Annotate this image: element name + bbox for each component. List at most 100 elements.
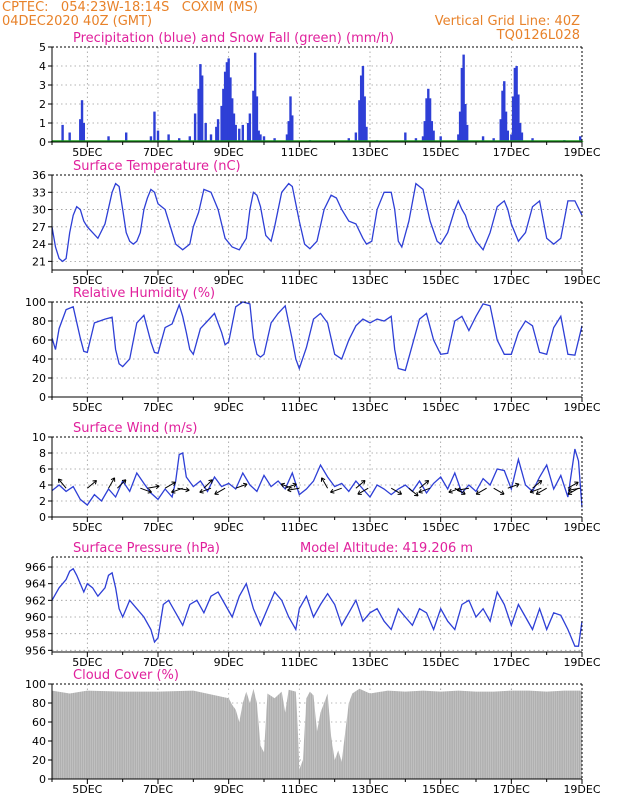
precip-bar <box>234 124 237 142</box>
wind-arrow <box>214 487 226 495</box>
y-tick-label: 10 <box>32 431 46 444</box>
precip-bar <box>359 75 363 142</box>
wind-arrow-head <box>147 488 153 494</box>
wind-arrow-head <box>320 477 326 482</box>
precip-bar <box>125 132 128 142</box>
x-tick-label: 13DEC <box>351 401 388 414</box>
wind-arrow-head <box>214 490 219 495</box>
precip-bar <box>209 134 213 142</box>
y-tick-label: 960 <box>25 611 46 624</box>
x-tick-label: 9DEC <box>214 783 244 796</box>
precip-bar <box>432 130 435 142</box>
y-tick-label: 5 <box>39 41 46 54</box>
precip-bar <box>255 96 259 142</box>
precip-bar <box>193 113 197 142</box>
precip-bar <box>82 123 85 142</box>
precip-bar <box>149 136 153 142</box>
wind-arrow <box>419 480 429 489</box>
x-tick-label: 15DEC <box>422 783 459 796</box>
cloud-cover-area <box>52 688 582 779</box>
wind-arrow-head <box>475 490 481 495</box>
series-line <box>51 448 583 508</box>
wind-arrow-head <box>185 487 190 493</box>
precip-bar <box>354 132 358 142</box>
precip-bar <box>216 119 220 142</box>
wind-arrow-head <box>171 481 176 486</box>
precip-bar <box>223 71 227 142</box>
precip-bar <box>253 52 257 143</box>
precip-bar <box>252 90 255 142</box>
precip-bar <box>107 136 110 142</box>
precip-bar <box>238 128 241 142</box>
precip-bar <box>273 138 276 142</box>
wind-arrow-head <box>537 479 543 485</box>
x-tick-label: 7DEC <box>143 274 173 287</box>
precip-bar <box>246 123 250 142</box>
y-tick-label: 0 <box>39 136 46 149</box>
y-tick-label: 24 <box>32 238 46 251</box>
precip-bar <box>347 138 350 142</box>
y-tick-label: 966 <box>25 561 46 574</box>
x-tick-label: 7DEC <box>143 401 173 414</box>
precip-bar <box>518 123 522 142</box>
y-tick-label: 27 <box>32 221 46 234</box>
panel-2: Relative Humidity (%) 0 20 40 60 80 100 5DEC 7DE… <box>25 286 601 414</box>
x-tick-label: 19DEC <box>563 274 600 287</box>
wind-arrow-head <box>357 490 362 495</box>
wind-arrow <box>203 479 213 489</box>
panel-4: Surface Pressure (hPa) Model Altitude: 41… <box>25 541 601 669</box>
x-tick-label: 19DEC <box>563 521 600 534</box>
x-tick-label: 17DEC <box>493 656 530 669</box>
precip-bar <box>404 132 407 142</box>
precip-bar <box>462 54 465 142</box>
precip-bar <box>515 66 518 142</box>
wind-arrow <box>536 487 547 495</box>
y-tick-label: 962 <box>25 594 46 607</box>
y-tick-label: 80 <box>32 697 46 710</box>
wind-arrow <box>355 480 366 489</box>
y-tick-label: 36 <box>32 169 46 182</box>
x-tick-label: 5DEC <box>72 783 102 796</box>
y-tick-label: 60 <box>32 334 46 347</box>
y-tick-label: 0 <box>39 511 46 524</box>
precip-bar <box>200 75 204 142</box>
x-tick-label: 5DEC <box>72 401 102 414</box>
wind-arrow-head <box>110 477 116 482</box>
wind-arrow-head <box>529 488 535 494</box>
precip-bar <box>153 111 156 142</box>
x-tick-label: 13DEC <box>351 656 388 669</box>
x-tick-label: 13DEC <box>351 274 388 287</box>
x-tick-label: 11DEC <box>281 401 318 414</box>
x-tick-label: 17DEC <box>493 274 530 287</box>
precip-bar <box>188 136 191 142</box>
precip-bar <box>513 67 517 142</box>
x-tick-label: 13DEC <box>351 521 388 534</box>
precip-bar <box>506 130 509 142</box>
precip-bar <box>204 123 207 142</box>
precip-bar <box>225 62 229 143</box>
precip-bar <box>358 100 361 142</box>
panel-0: Precipitation (blue) and Snow Fall (gree… <box>39 31 601 159</box>
panel-title: Cloud Cover (%) <box>73 668 179 683</box>
x-tick-label: 9DEC <box>214 274 244 287</box>
wind-arrow <box>457 487 470 491</box>
precip-bar <box>363 96 366 142</box>
x-tick-label: 5DEC <box>72 521 102 534</box>
y-tick-label: 0 <box>39 773 46 786</box>
x-tick-label: 11DEC <box>281 783 318 796</box>
x-tick-label: 5DEC <box>72 274 102 287</box>
y-tick-label: 20 <box>32 754 46 767</box>
y-tick-label: 6 <box>39 463 46 476</box>
y-tick-label: 40 <box>32 353 46 366</box>
header-grid-line: Vertical Grid Line: 40Z <box>434 14 580 29</box>
precip-bar <box>423 121 426 142</box>
wind-arrow-head <box>361 479 366 485</box>
x-tick-label: 15DEC <box>422 656 459 669</box>
precip-bar <box>215 126 218 142</box>
precip-bar <box>465 124 469 142</box>
precip-bar <box>68 132 71 142</box>
panel-title: Precipitation (blue) and Snow Fall (gree… <box>73 31 394 46</box>
x-tick-label: 5DEC <box>72 656 102 669</box>
wind-arrow-head <box>456 487 462 493</box>
y-tick-label: 80 <box>32 315 46 328</box>
